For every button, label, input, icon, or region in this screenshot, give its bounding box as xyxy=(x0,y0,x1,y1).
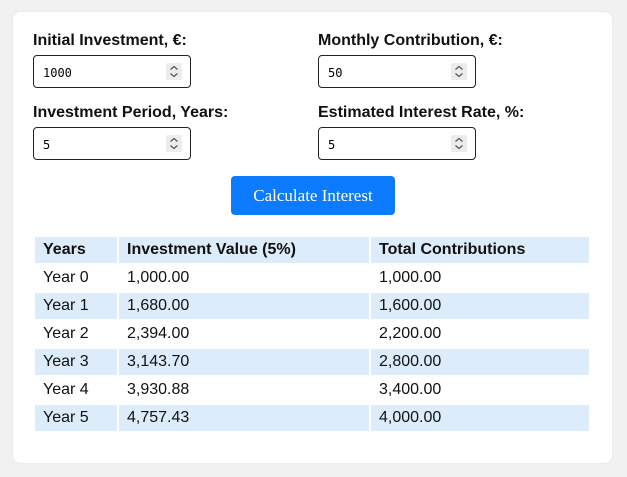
interest-rate-input[interactable]: 5 xyxy=(318,127,476,160)
spin-down-icon[interactable] xyxy=(170,145,178,149)
spin-down-icon[interactable] xyxy=(170,73,178,77)
table-row: Year 3 3,143.70 2,800.00 xyxy=(35,349,589,375)
spin-up-icon[interactable] xyxy=(455,138,463,142)
table-row: Year 4 3,930.88 3,400.00 xyxy=(35,377,589,403)
monthly-contribution-label: Monthly Contribution, €: xyxy=(318,32,503,49)
calculate-interest-button[interactable]: Calculate Interest xyxy=(231,176,395,215)
monthly-contribution-value: 50 xyxy=(328,66,343,80)
table-header-row: Years Investment Value (5%) Total Contri… xyxy=(35,237,589,263)
cell-year: Year 3 xyxy=(35,349,117,375)
cell-total-contributions: 1,000.00 xyxy=(379,269,442,286)
header-total-contributions: Total Contributions xyxy=(371,237,589,263)
cell-year: Year 0 xyxy=(43,269,89,286)
cell-total-contributions: 2,200.00 xyxy=(379,325,442,342)
cell-investment-value: 2,394.00 xyxy=(127,325,190,342)
spin-up-icon[interactable] xyxy=(455,66,463,70)
monthly-contribution-spinner[interactable] xyxy=(451,63,467,80)
cell-year: Year 5 xyxy=(35,405,117,431)
cell-total-contributions: 4,000.00 xyxy=(371,405,589,431)
cell-investment-value: 3,930.88 xyxy=(127,381,190,398)
investment-period-input[interactable]: 5 xyxy=(33,127,191,160)
cell-total-contributions: 1,600.00 xyxy=(371,293,589,319)
initial-investment-value: 1000 xyxy=(43,66,72,80)
calculator-card: Initial Investment, €: 1000 Monthly Cont… xyxy=(13,12,612,463)
cell-total-contributions: 2,800.00 xyxy=(371,349,589,375)
table-row: Year 1 1,680.00 1,600.00 xyxy=(35,293,589,319)
spin-up-icon[interactable] xyxy=(170,66,178,70)
cell-year: Year 1 xyxy=(35,293,117,319)
investment-period-value: 5 xyxy=(43,138,51,152)
interest-rate-spinner[interactable] xyxy=(451,135,467,152)
cell-year: Year 2 xyxy=(43,325,89,342)
spin-up-icon[interactable] xyxy=(170,138,178,142)
table-row: Year 0 1,000.00 1,000.00 xyxy=(35,265,589,291)
cell-year: Year 4 xyxy=(43,381,89,398)
cell-investment-value: 1,000.00 xyxy=(127,269,190,286)
investment-period-label: Investment Period, Years: xyxy=(33,104,229,121)
table-row: Year 2 2,394.00 2,200.00 xyxy=(35,321,589,347)
spin-down-icon[interactable] xyxy=(455,145,463,149)
interest-rate-label: Estimated Interest Rate, %: xyxy=(318,104,525,121)
table-row: Year 5 4,757.43 4,000.00 xyxy=(35,405,589,431)
monthly-contribution-input[interactable]: 50 xyxy=(318,55,476,88)
initial-investment-label: Initial Investment, €: xyxy=(33,32,187,49)
investment-period-spinner[interactable] xyxy=(166,135,182,152)
results-table: Years Investment Value (5%) Total Contri… xyxy=(33,235,591,433)
header-investment-value: Investment Value (5%) xyxy=(119,237,369,263)
cell-investment-value: 3,143.70 xyxy=(119,349,369,375)
spin-down-icon[interactable] xyxy=(455,73,463,77)
header-years: Years xyxy=(35,237,117,263)
cell-investment-value: 4,757.43 xyxy=(119,405,369,431)
interest-rate-value: 5 xyxy=(328,138,336,152)
initial-investment-spinner[interactable] xyxy=(166,63,182,80)
initial-investment-input[interactable]: 1000 xyxy=(33,55,191,88)
cell-investment-value: 1,680.00 xyxy=(119,293,369,319)
cell-total-contributions: 3,400.00 xyxy=(379,381,442,398)
